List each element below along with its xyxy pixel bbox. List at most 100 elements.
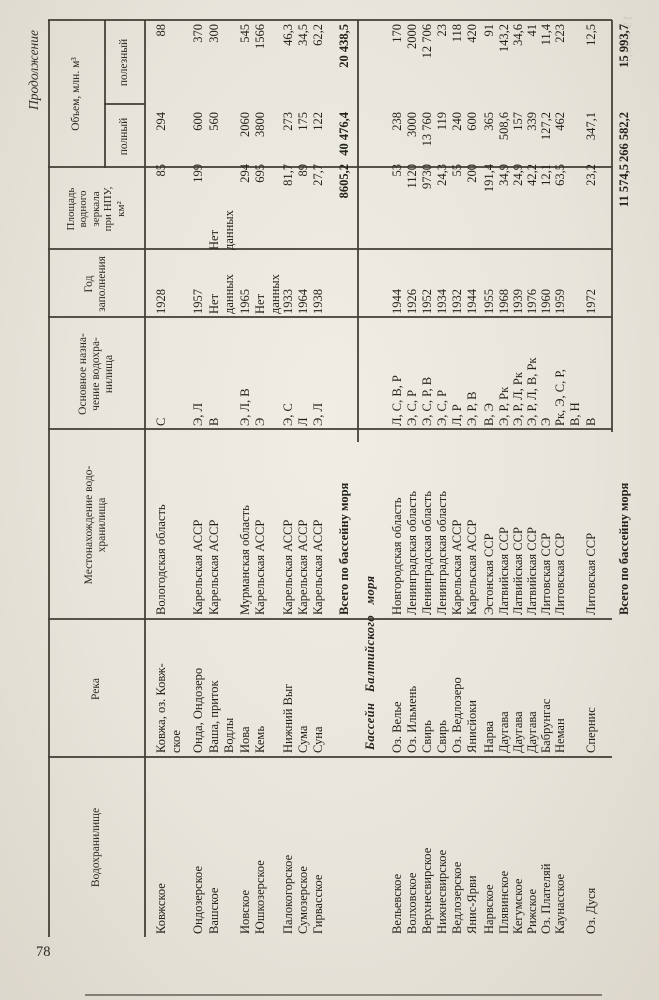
cell-volume-useful: 118 [450,24,464,43]
cell-year: 1959 [553,289,567,314]
cell-year: 1944 [390,289,404,314]
cell-reservoir: Сумозерское [296,866,310,934]
cell-river: Оз. Велье [390,701,404,753]
cell-volume-full: 238 [390,112,404,131]
page-number: 78 [36,944,51,960]
cell-year: 1939 [511,289,525,314]
cell-purpose: Л, Р [450,404,464,426]
header-purpose: Основное назна- чение водохра- нилища [76,333,115,415]
cell-volume-full: 462 [553,112,567,131]
page-edge-artifact [85,994,602,996]
cell-volume-useful: 62,2 [311,24,325,46]
cell-purpose: Э, С, Р [405,389,419,426]
cell-volume-full: 2060 [238,112,252,137]
cell-volume-full: 175 [296,112,310,131]
cell-year: 1976 [525,289,539,314]
cell-year: 1952 [420,289,434,314]
cell-purpose: Л [296,417,310,426]
cell-river: Неман [553,718,567,753]
cell-reservoir: Гирвасское [311,874,325,934]
cell-purpose: Э, Р, Л, Рк [511,372,525,426]
header-river: Река [89,678,102,700]
cell-volume-full: 273 [281,112,295,131]
cell-volume-useful: 223 [553,24,567,43]
cell-volume-full: 13 760 [420,112,434,147]
cell-year: 1957 [191,289,205,314]
cell-volume-full: 119 [435,112,449,131]
cell-volume-full: 3000 [405,112,419,137]
cell-location: Вологодская область [154,504,168,615]
cell-purpose: Э, Р, Л, В, Рк [525,357,539,426]
cell-volume-useful: 1566 [253,24,267,49]
cell-purpose: Л, С, В, Р [390,375,404,426]
cell-purpose: С [154,417,168,426]
cell-volume-useful: 41 [525,24,539,37]
cell-reservoir: Оз. Дуся [584,887,598,934]
cell-location: Новгородская область [390,497,404,615]
cell-river: Даугава [497,711,511,753]
section1-total-rule [357,20,359,442]
cell-volume-useful: 34,5 [296,24,310,46]
cell-volume-useful: 143,2 [497,24,511,53]
cell-purpose: Э, С [281,403,295,426]
cell-year: 1934 [435,289,449,314]
cell-location: Латвийская ССР [511,527,525,615]
cell-river: Онда, Ондозеро [191,667,205,753]
cell-purpose: Э, С, Р, В [420,376,434,426]
cell-volume-useful: 170 [390,24,404,43]
cell-year: 1932 [450,289,464,314]
cell-volume-useful: 88 [154,24,168,37]
cell-river: Свирь [435,720,449,753]
cell-river: Оз. Ведлозеро [450,677,464,753]
cell-river: Ковжа, оз. Ковж- ское [154,663,183,753]
cell-reservoir: Ведлозерское [450,861,464,934]
cell-reservoir: Волховское [405,872,419,934]
cell-volume-useful: 300 [207,24,221,43]
cell-river: Сума [296,725,310,753]
cell-purpose: Э, Р, Рк [497,386,511,426]
cell-location: Мурманская область [238,505,252,615]
cell-volume-useful: 23 [435,24,449,37]
cell-volume-useful: 12 706 [420,24,434,59]
header-area: Площадь водного зеркала при НПУ, км² [64,186,127,232]
total-volume-full: 40 476,4 [337,112,351,156]
cell-purpose: Э, Л [191,403,205,426]
cell-purpose: В [207,417,221,426]
cell-location: Ленинградская область [435,491,449,615]
cell-purpose: Рк, Э, С, Р, В, Н [553,369,582,426]
cell-purpose: Э, Л [311,403,325,426]
cell-year: 1955 [482,289,496,314]
cell-reservoir: Нижнесвирское [435,849,449,934]
cell-location: Карельская АССР [311,519,325,615]
header-year: Год заполнения [83,256,108,312]
cell-year: 1972 [584,289,598,314]
cell-volume-full: 339 [525,112,539,131]
cell-location: Карельская АССР [296,519,310,615]
cell-purpose: Э, Л, В [238,388,252,426]
cell-year: 1938 [311,289,325,314]
header-volume-useful: полезный [118,38,130,87]
cell-location: Литовская ССР [539,532,553,615]
cell-reservoir: Каунасское [553,873,567,934]
cell-river: Свирь [420,720,434,753]
header-reservoir: Водохранилище [89,807,102,888]
cell-volume-full: 347,1 [584,112,598,141]
cell-location: Карельская АССР [207,519,221,615]
cell-volume-useful: 91 [482,24,496,37]
cell-volume-useful: 11,4 [539,24,553,46]
cell-reservoir: Вашское [207,887,221,934]
cell-volume-full: 294 [154,112,168,131]
cell-river: Бабрунгас [539,698,553,753]
cell-location: Карельская АССР [191,519,205,615]
cell-volume-useful: 12,5 [584,24,598,46]
basin-heading: Бассейн Балтийского моря [363,575,377,750]
cell-volume-useful: 34,6 [511,24,525,46]
cell-year: 1944 [465,289,479,314]
cell-river: Суна [311,726,325,753]
section2-total-rule [611,20,613,432]
total-label: Всего по бассейну моря [337,482,351,615]
cell-year: 1933 [281,289,295,314]
cell-volume-full: 240 [450,112,464,131]
